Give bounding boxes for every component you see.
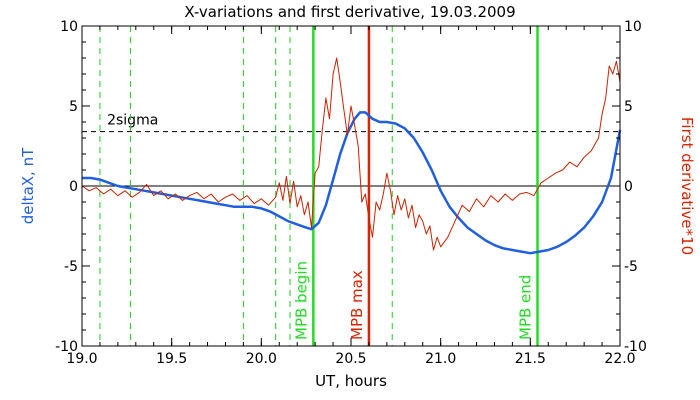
y-axis-label-right: First derivative*10 [678, 117, 696, 255]
y-tick-label-right: -5 [624, 259, 638, 275]
y-tick-label-left: 5 [69, 99, 78, 115]
y-tick-label-left: 0 [69, 179, 78, 195]
y-tick-label-right: -10 [624, 339, 647, 355]
chart-title: X-variations and first derivative, 19.03… [184, 3, 515, 21]
x-tick-label: 19.0 [66, 351, 97, 367]
marker-label: MPB max [348, 270, 366, 340]
y-tick-label-right: 5 [624, 99, 633, 115]
y-axis-label-left: deltaX, nT [19, 147, 37, 224]
marker-label: MPB begin [292, 261, 310, 340]
x-tick-label: 20.0 [246, 351, 277, 367]
y-tick-label-left: -5 [64, 259, 78, 275]
x-tick-label: 21.5 [515, 351, 546, 367]
x-tick-label: 19.5 [156, 351, 187, 367]
y-tick-label-right: 0 [624, 179, 633, 195]
x-tick-label: 21.0 [425, 351, 456, 367]
y-tick-label-left: -10 [55, 339, 78, 355]
x-axis-label: UT, hours [315, 372, 387, 390]
x-tick-label: 20.5 [335, 351, 366, 367]
derivative-series-line [81, 57, 621, 251]
threshold-label: 2sigma [107, 113, 158, 129]
deltax-series-line [82, 111, 622, 255]
x-tick-label: 22.0 [604, 351, 635, 367]
marker-label: MPB end [517, 275, 535, 340]
y-tick-label-right: 10 [624, 19, 642, 35]
y-tick-label-left: 10 [60, 19, 78, 35]
